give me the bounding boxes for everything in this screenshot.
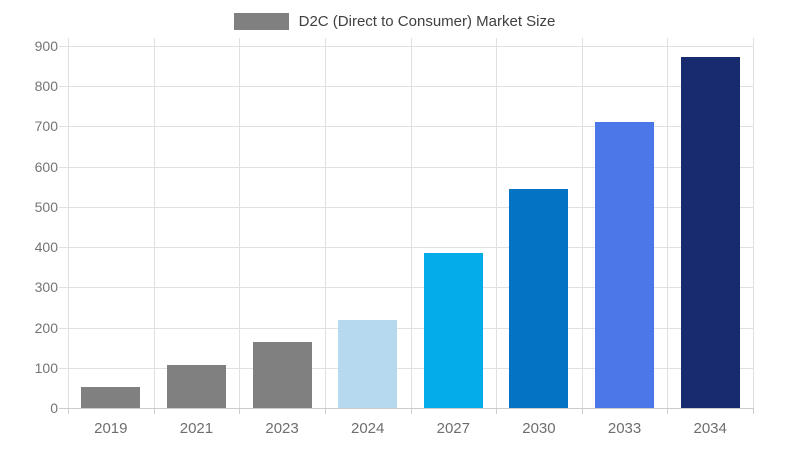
y-gridline-300 [59,287,753,289]
y-axis-tick-label: 900 [34,38,58,54]
bar-2034[interactable] [680,56,740,408]
y-axis-tick-label: 600 [34,158,58,175]
x-axis-label-2027: 2027 [436,420,470,437]
x-axis-label-2030: 2030 [522,420,556,437]
y-gridline-900 [59,46,753,47]
bar-2019[interactable] [81,387,141,408]
x-gridline-4 [410,38,412,408]
legend-label: D2C (Direct to Consumer) Market Size [298,13,556,30]
y-axis-tick-label: 300 [34,279,58,296]
x-gridline-6 [581,38,583,408]
x-axis-tick-6 [581,408,583,414]
bar-2030[interactable] [509,188,569,408]
bar-2021[interactable] [166,364,226,408]
y-axis-tick-label: 0 [50,400,58,416]
x-gridline-5 [496,38,498,408]
x-axis-tick-7 [667,408,669,414]
x-gridline-1 [153,38,155,408]
x-axis-label-2021: 2021 [179,420,214,437]
x-axis-tick-2 [239,408,241,414]
x-axis-tick-8 [753,408,754,414]
y-gridline-500 [59,206,753,208]
x-axis-tick-5 [496,408,498,414]
y-gridline-100 [59,367,753,369]
bar-2024[interactable] [338,319,398,408]
y-gridline-0 [59,408,753,409]
x-axis-tick-0 [68,408,69,414]
y-gridline-400 [59,247,753,249]
y-gridline-600 [59,166,753,168]
x-gridline-7 [667,38,669,408]
x-gridline-2 [239,38,241,408]
legend-swatch-icon [233,13,289,30]
x-gridline-3 [324,38,326,408]
y-axis-tick-label: 200 [34,319,58,336]
y-axis-tick-label: 700 [34,118,58,135]
y-axis-tick-label: 800 [34,78,58,95]
x-axis-label-2034: 2034 [693,420,727,437]
y-axis-tick-label: 100 [34,359,58,376]
x-axis-tick-1 [153,408,155,414]
x-axis-tick-4 [410,408,412,414]
y-axis-tick-label: 400 [34,239,58,256]
bar-2023[interactable] [252,341,312,408]
chart-legend[interactable]: D2C (Direct to Consumer) Market Size [0,13,789,30]
y-gridline-700 [59,126,753,128]
y-axis-tick-label: 500 [34,198,58,215]
x-gridline-8 [753,38,754,408]
y-gridline-200 [59,327,753,329]
x-axis-tick-3 [324,408,326,414]
y-gridline-800 [59,86,753,88]
x-axis-label-2033: 2033 [607,420,642,437]
x-axis-label-2023: 2023 [265,420,299,437]
x-axis-label-2024: 2024 [351,420,385,437]
x-axis-label-2019: 2019 [94,420,128,437]
x-gridline-0 [68,38,69,408]
bar-2027[interactable] [423,253,483,408]
bar-2033[interactable] [595,121,655,408]
